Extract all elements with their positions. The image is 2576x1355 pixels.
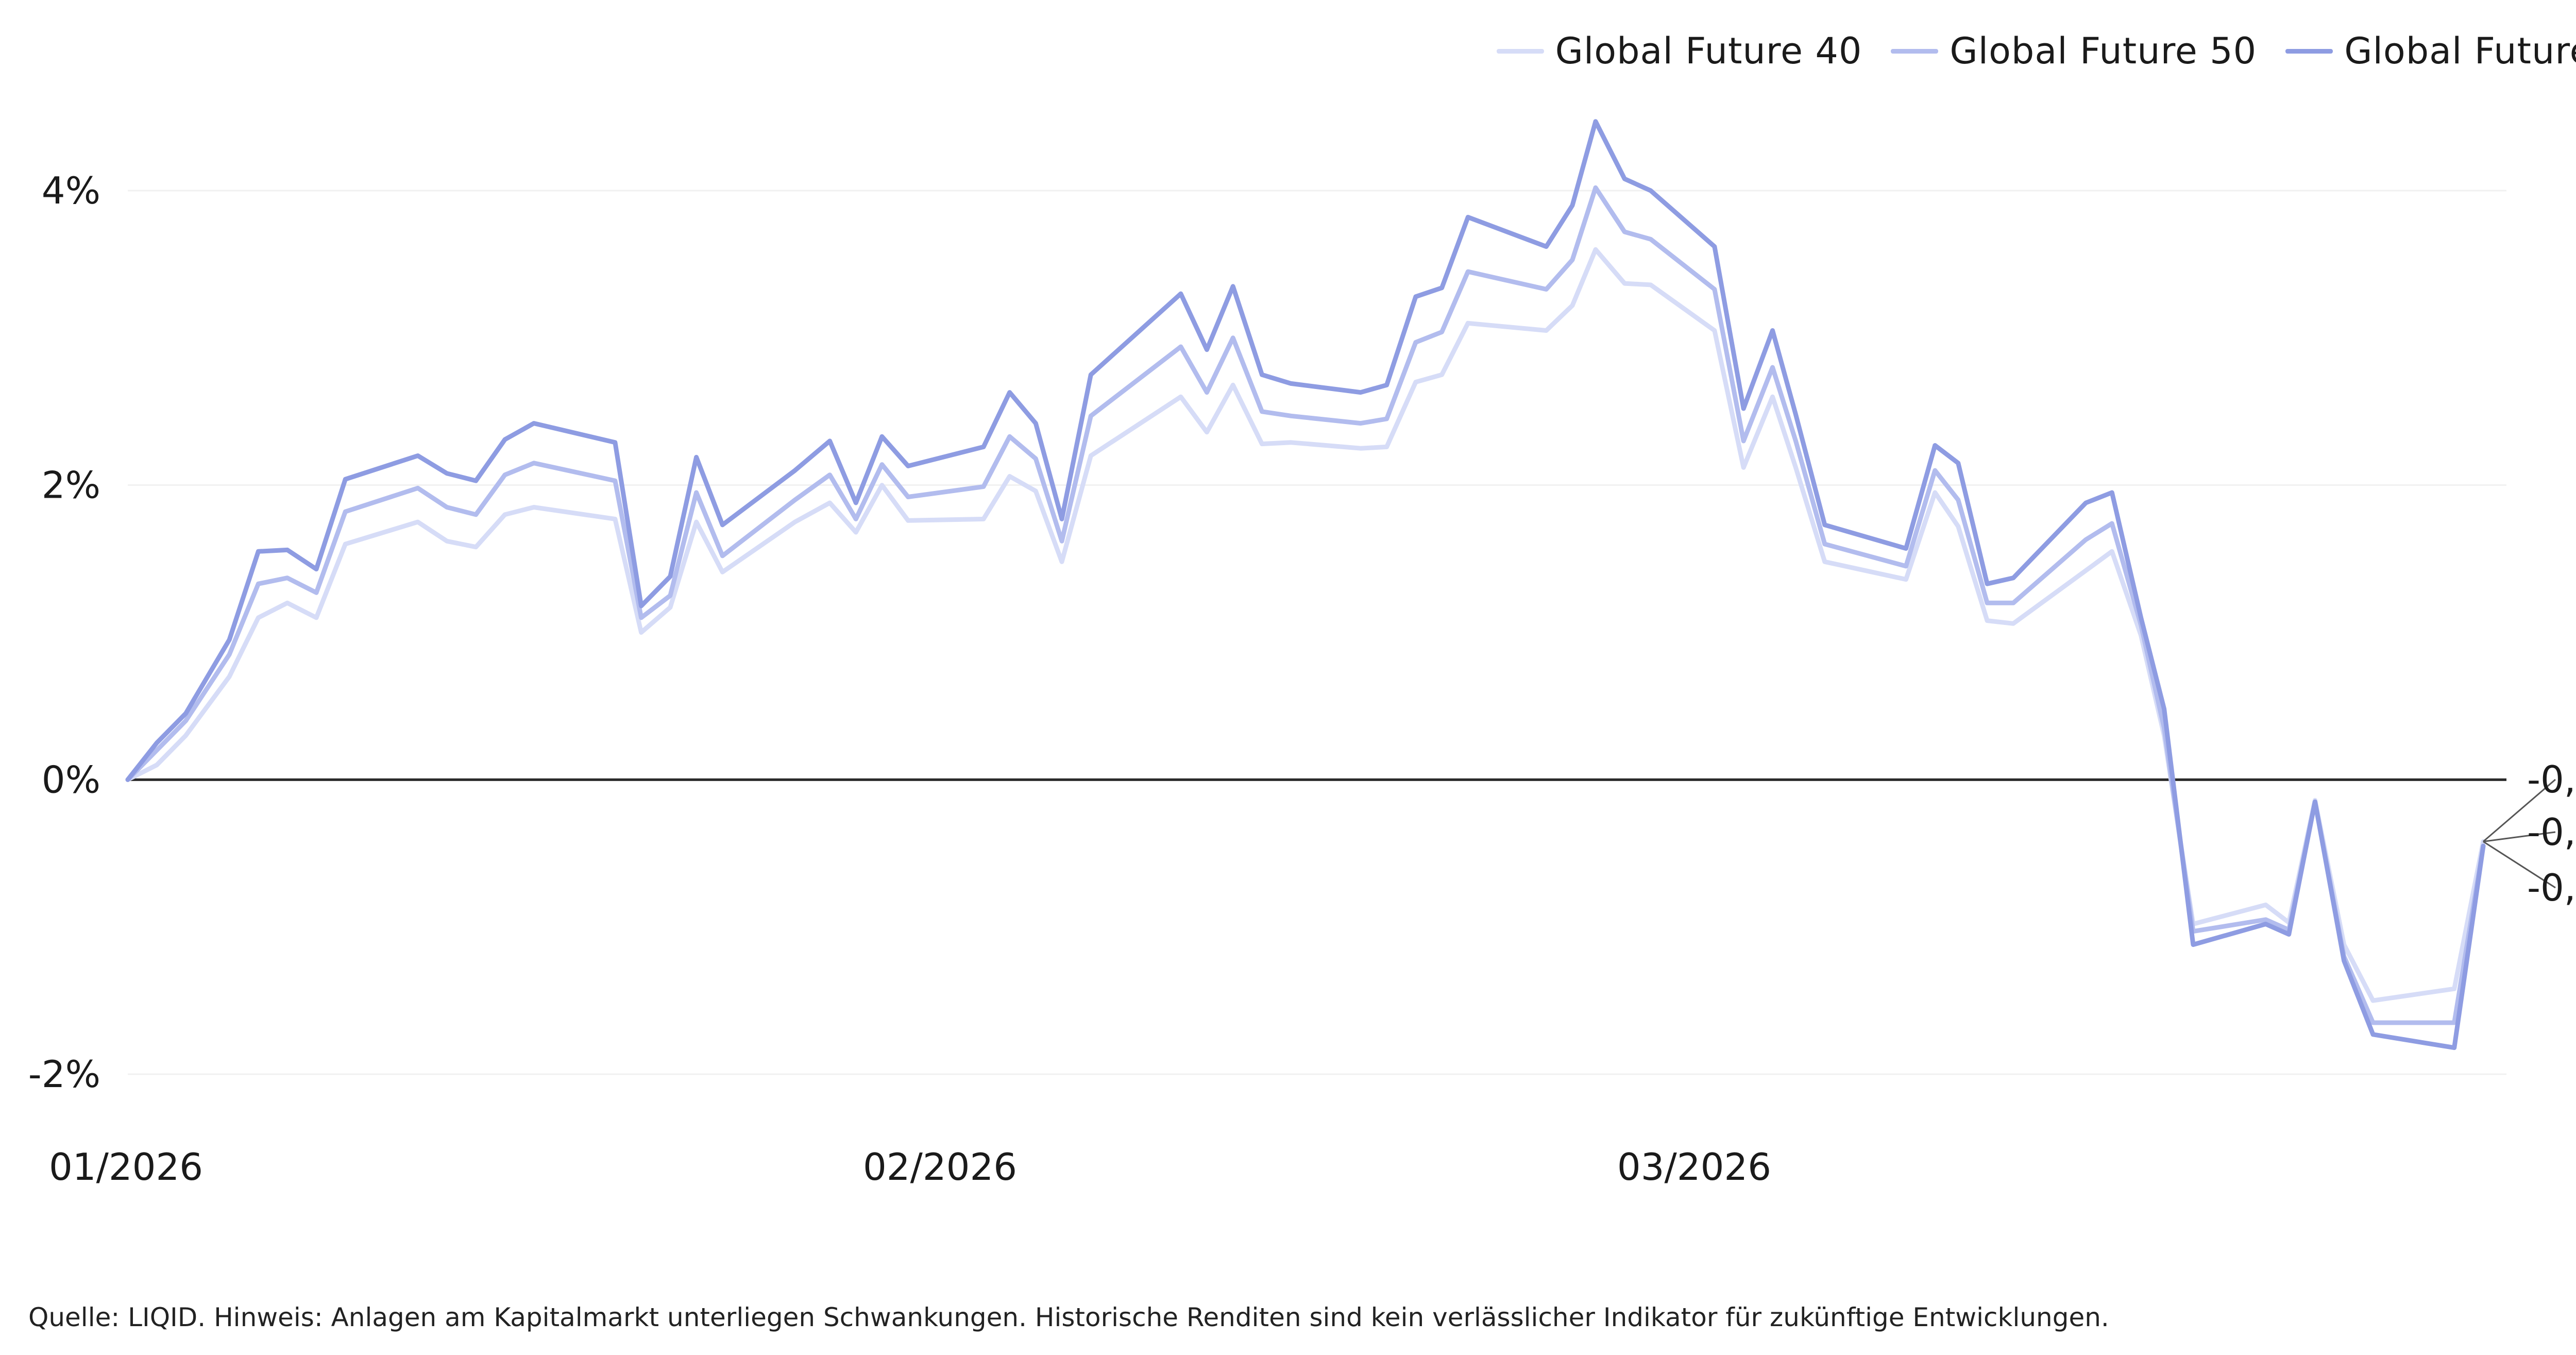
y-tick-label: -2% <box>28 1053 100 1096</box>
legend-label: Global Future 50 <box>1950 30 2257 72</box>
y-tick-label: 0% <box>42 758 100 801</box>
end-value-label: -0,45% <box>2527 810 2576 854</box>
series-line-2 <box>125 185 2486 1025</box>
legend-swatch <box>1496 48 1544 54</box>
y-tick-label: 2% <box>42 464 100 507</box>
x-tick-label: 03/2026 <box>1617 1145 1771 1189</box>
legend-label: Global Future 60 <box>2344 30 2576 72</box>
grid-lines <box>128 190 2506 1075</box>
end-label-leader <box>2483 841 2556 889</box>
legend-swatch <box>1891 48 1939 54</box>
end-value-labels: -0,42% -0,45% -0,45% <box>2482 758 2576 909</box>
source-footnote: Quelle: LIQID. Hinweis: Anlagen am Kapit… <box>28 1302 2109 1332</box>
series-line-3 <box>125 119 2486 1051</box>
legend: Global Future 40 Global Future 50 Global… <box>1496 30 2576 72</box>
legend-item-global-future-50[interactable]: Global Future 50 <box>1891 30 2257 72</box>
end-label-leader <box>2483 831 2556 842</box>
x-tick-label: 01/2026 <box>49 1145 203 1189</box>
y-tick-label: 4% <box>42 169 100 212</box>
end-label-leader <box>2482 778 2556 842</box>
legend-item-global-future-40[interactable]: Global Future 40 <box>1496 30 1862 72</box>
legend-item-global-future-60[interactable]: Global Future 60 <box>2285 30 2576 72</box>
legend-swatch <box>2285 48 2333 54</box>
series-lines <box>125 119 2486 1051</box>
end-value-label: -0,45% <box>2527 866 2576 909</box>
legend-label: Global Future 40 <box>1555 30 1862 72</box>
series-line-1 <box>125 247 2486 1003</box>
end-value-label: -0,42% <box>2527 758 2576 801</box>
axis-labels: 4% 2% 0% -2% 01/2026 02/2026 03/2026 <box>28 169 1771 1189</box>
x-tick-label: 02/2026 <box>863 1145 1017 1189</box>
